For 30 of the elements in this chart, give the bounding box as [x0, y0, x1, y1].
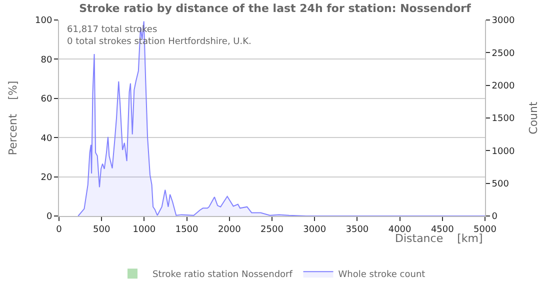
x-tick-label: 0 [56, 224, 62, 235]
x-tick-label: 3500 [346, 224, 369, 235]
y2-tick-label: 2000 [492, 81, 515, 92]
chart-title: Stroke ratio by distance of the last 24h for station: Nossendorf [79, 2, 472, 16]
x-tick-label: 1000 [132, 224, 156, 235]
legend-label: Stroke ratio station Nossendorf [152, 270, 294, 280]
y-axis-title: Percent [%] [6, 80, 20, 156]
x-tick-label: 2500 [260, 224, 284, 235]
x-tick-label: 4000 [388, 224, 412, 235]
y-tick-label: 60 [40, 94, 52, 105]
x-axis-title: Distance [km] [395, 232, 483, 245]
y-tick-label: 100 [35, 16, 52, 26]
y-tick-label: 40 [40, 134, 52, 144]
y-tick-label: 80 [40, 55, 52, 66]
y2-tick-label: 1000 [492, 146, 515, 157]
y-tick-label: 20 [40, 172, 52, 183]
x-tick-label: 4500 [430, 224, 454, 235]
y2-tick-label: 3000 [492, 16, 515, 26]
x-tick-label: 5000 [474, 224, 497, 235]
y2-tick-label: 1500 [492, 114, 515, 124]
y2-axis-title: Count [527, 100, 540, 134]
x-tick-label: 1500 [175, 224, 199, 235]
x-tick-label: 2000 [218, 224, 242, 235]
x-tick-label: 500 [93, 224, 110, 235]
legend-label: Whole stroke count [338, 270, 426, 280]
y-tick-label: 0 [46, 212, 52, 222]
y2-tick-label: 2500 [492, 48, 515, 59]
x-tick-label: 3000 [303, 224, 326, 235]
y2-tick-label: 0 [492, 212, 498, 222]
y2-tick-label: 500 [492, 179, 510, 190]
